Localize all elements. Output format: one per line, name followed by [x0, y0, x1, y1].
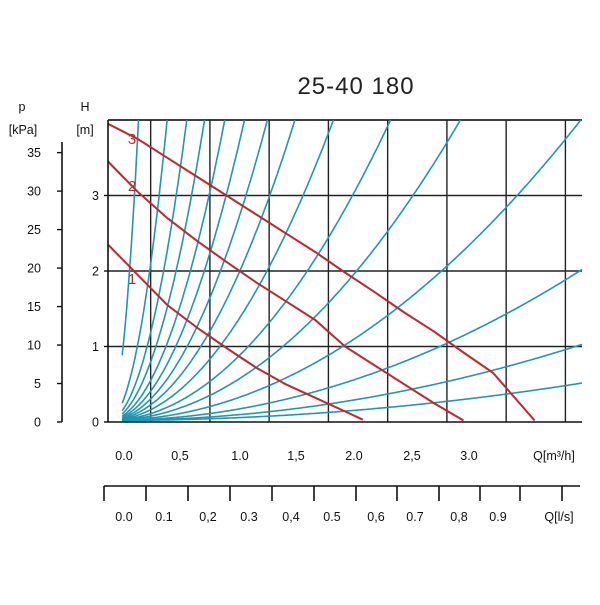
- system-curve: [121, 119, 269, 419]
- x2-tick-label: 0.1: [155, 510, 172, 524]
- x2-tick-label: 0,8: [450, 510, 467, 524]
- system-curves-layer: [121, 119, 583, 422]
- x-tick-label: 0,5: [171, 449, 188, 463]
- system-curve: [122, 119, 392, 421]
- x2-tick-label: 0.3: [240, 510, 257, 524]
- pressure-tick-label: 20: [27, 262, 41, 276]
- x2-tick-label: 0,6: [367, 510, 384, 524]
- pressure-tick-label: 35: [27, 146, 41, 160]
- pressure-tick-label: 5: [34, 377, 41, 391]
- x2-tick-label: 0.5: [323, 510, 340, 524]
- x2-tick-label: 0.9: [489, 510, 506, 524]
- pump-curve-label-3: 3: [128, 131, 136, 148]
- head-tick-label: 0: [92, 416, 99, 430]
- pressure-tick-label: 10: [27, 339, 41, 353]
- pressure-tick-label: 15: [27, 300, 41, 314]
- head-tick-label: 2: [92, 265, 99, 279]
- pump-curves-layer: 1 2 3: [107, 122, 536, 422]
- system-curve: [121, 119, 226, 417]
- x-tick-label: 0.0: [115, 449, 132, 463]
- system-curve: [122, 119, 582, 421]
- x-axis-label: Q[m³/h]: [533, 449, 575, 463]
- x-tick-label: 3.0: [460, 449, 477, 463]
- x-tick-label: 1.0: [231, 449, 248, 463]
- pressure-tick-label: 0: [34, 416, 41, 430]
- head-tick-label: 3: [92, 189, 99, 203]
- x2-tick-label: 0,4: [282, 510, 299, 524]
- head-tick-label: 1: [92, 340, 99, 354]
- system-curve: [121, 119, 188, 412]
- left-axis-label: p: [19, 100, 26, 114]
- pump-curve-label-1: 1: [128, 271, 136, 288]
- system-curve: [121, 119, 246, 418]
- pump-curve-label-2: 2: [128, 178, 136, 195]
- system-curve: [121, 119, 206, 415]
- pressure-tick-label: 30: [27, 185, 41, 199]
- x-tick-label: 2.0: [345, 449, 362, 463]
- system-curve: [121, 119, 168, 404]
- pressure-tick-label: 25: [27, 223, 41, 237]
- system-curve: [122, 119, 335, 421]
- system-curve: [122, 382, 583, 422]
- x2-axis-label: Q[l/s]: [544, 510, 573, 524]
- system-curve: [121, 119, 296, 420]
- x2-tick-label: 0.7: [406, 510, 423, 524]
- x2-tick-label: 0.0: [115, 510, 132, 524]
- system-curve: [122, 343, 583, 422]
- pump-curve-1: [107, 243, 364, 421]
- left-axis-unit: [kPa]: [9, 123, 38, 137]
- chart-title: 25-40 180: [297, 73, 414, 100]
- head-axis-label: H: [80, 100, 89, 114]
- system-curve: [122, 268, 583, 422]
- system-curve: [122, 119, 462, 421]
- system-curve: [121, 119, 140, 356]
- x2-tick-label: 0,2: [199, 510, 216, 524]
- x-tick-label: 1,5: [287, 449, 304, 463]
- pump-curve-2: [107, 160, 465, 422]
- x-tick-label: 2,5: [403, 449, 420, 463]
- pump-curve-3: [107, 122, 536, 422]
- head-axis-unit: [m]: [76, 123, 93, 137]
